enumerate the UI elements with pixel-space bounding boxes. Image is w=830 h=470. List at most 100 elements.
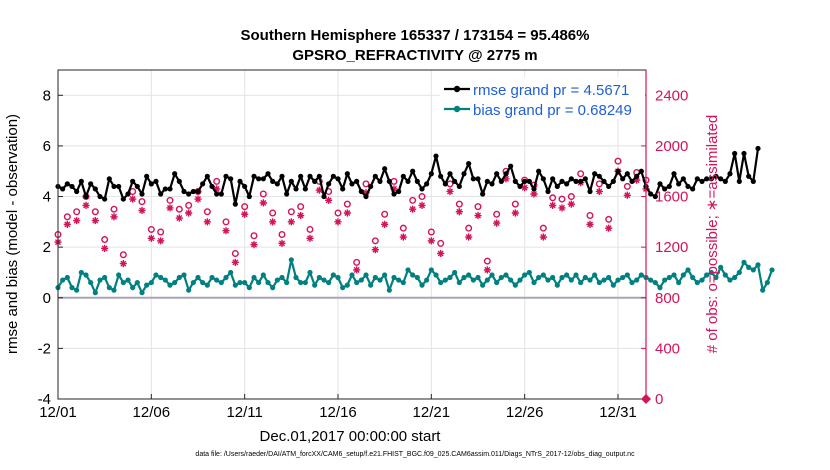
bias-point xyxy=(265,279,271,286)
assimilated-obs-marker xyxy=(91,216,99,225)
rmse-point xyxy=(704,176,710,182)
rmse-point xyxy=(340,186,346,192)
bias-point xyxy=(228,269,234,276)
y2-tick-label: 400 xyxy=(655,340,680,357)
possible-obs-marker xyxy=(399,224,407,232)
bias-point xyxy=(648,277,654,283)
bias-point xyxy=(615,277,621,283)
rmse-point xyxy=(377,178,383,184)
bias-point xyxy=(288,257,294,263)
rmse-point xyxy=(349,181,355,187)
bias-point xyxy=(405,267,411,273)
rmse-point xyxy=(494,171,500,177)
assimilated-obs-marker xyxy=(63,220,71,228)
assimilated-obs-marker xyxy=(511,209,519,217)
assimilated-obs-marker xyxy=(465,233,473,241)
bias-point xyxy=(732,274,738,281)
rmse-point xyxy=(456,183,462,190)
y2-tick-label: 800 xyxy=(655,290,680,307)
rmse-point xyxy=(662,186,668,192)
rmse-point xyxy=(428,171,434,177)
rmse-point xyxy=(321,193,327,200)
bias-point xyxy=(316,274,322,281)
assimilated-obs-marker xyxy=(455,208,463,216)
bias-point xyxy=(251,274,257,281)
rmse-point xyxy=(634,173,640,179)
bias-point xyxy=(111,287,117,293)
rmse-point xyxy=(354,178,360,184)
y2-origin-marker xyxy=(641,394,651,404)
assimilated-obs-marker xyxy=(595,187,603,196)
bias-point xyxy=(601,277,607,283)
bias-point xyxy=(162,277,168,283)
bias-point xyxy=(106,285,112,291)
y-tick-label: 0 xyxy=(43,290,51,307)
rmse-point xyxy=(158,191,164,197)
y-tick-label: 8 xyxy=(43,87,51,104)
rmse-point xyxy=(620,176,626,182)
rmse-point xyxy=(372,173,378,179)
assimilated-obs-marker xyxy=(269,218,277,226)
bias-point xyxy=(260,272,266,278)
bias-point xyxy=(764,279,770,286)
rmse-point xyxy=(344,171,350,177)
rmse-point xyxy=(718,176,724,182)
rmse-point xyxy=(358,188,364,195)
rmse-point xyxy=(601,178,607,184)
rmse-point xyxy=(83,193,89,200)
rmse-point xyxy=(685,183,691,190)
bias-point xyxy=(610,282,616,288)
possible-obs-marker xyxy=(175,205,183,213)
assimilated-obs-marker xyxy=(446,187,454,196)
bias-point xyxy=(209,274,215,281)
bias-point xyxy=(214,277,220,283)
rmse-point xyxy=(190,188,196,195)
rmse-point xyxy=(727,171,733,177)
bias-point xyxy=(466,272,472,278)
assimilated-obs-marker xyxy=(381,220,389,228)
bias-point xyxy=(88,279,94,286)
rmse-point xyxy=(102,196,108,202)
rmse-point xyxy=(629,178,635,184)
bias-point xyxy=(326,279,332,286)
possible-obs-marker xyxy=(539,224,547,232)
rmse-point xyxy=(120,196,126,202)
rmse-point xyxy=(368,183,374,190)
bias-point xyxy=(363,272,369,278)
bias-point xyxy=(680,272,686,278)
rmse-point xyxy=(606,183,612,190)
rmse-point xyxy=(480,191,486,197)
rmse-point xyxy=(755,145,761,152)
rmse-point xyxy=(92,186,98,192)
bias-point xyxy=(671,272,677,278)
bias-point xyxy=(368,282,374,288)
assimilated-obs-marker xyxy=(241,210,249,218)
bias-point xyxy=(204,282,210,288)
y-tick-label: 2 xyxy=(43,239,51,256)
assimilated-obs-marker xyxy=(315,186,323,194)
possible-obs-marker xyxy=(138,198,146,206)
rmse-point xyxy=(433,153,439,159)
rmse-point xyxy=(200,181,206,187)
possible-obs-marker xyxy=(371,237,379,245)
bias-point xyxy=(64,274,70,281)
bias-point xyxy=(414,274,420,281)
bias-point xyxy=(102,274,108,281)
rmse-point xyxy=(223,173,229,179)
rmse-point xyxy=(181,188,187,195)
assimilated-obs-marker xyxy=(343,209,351,217)
bias-point xyxy=(573,272,579,278)
assimilated-obs-marker xyxy=(409,205,417,213)
assimilated-obs-marker xyxy=(502,175,510,183)
assimilated-obs-marker xyxy=(250,241,258,249)
grid-lines xyxy=(57,70,646,400)
rmse-point xyxy=(746,173,752,179)
bias-point xyxy=(508,277,514,283)
assimilated-obs-marker xyxy=(418,201,426,209)
bias-point xyxy=(120,279,126,286)
assimilated-obs-marker xyxy=(437,249,445,258)
bias-point xyxy=(484,277,490,283)
possible-obs-marker xyxy=(241,203,249,211)
bias-point xyxy=(74,287,80,293)
